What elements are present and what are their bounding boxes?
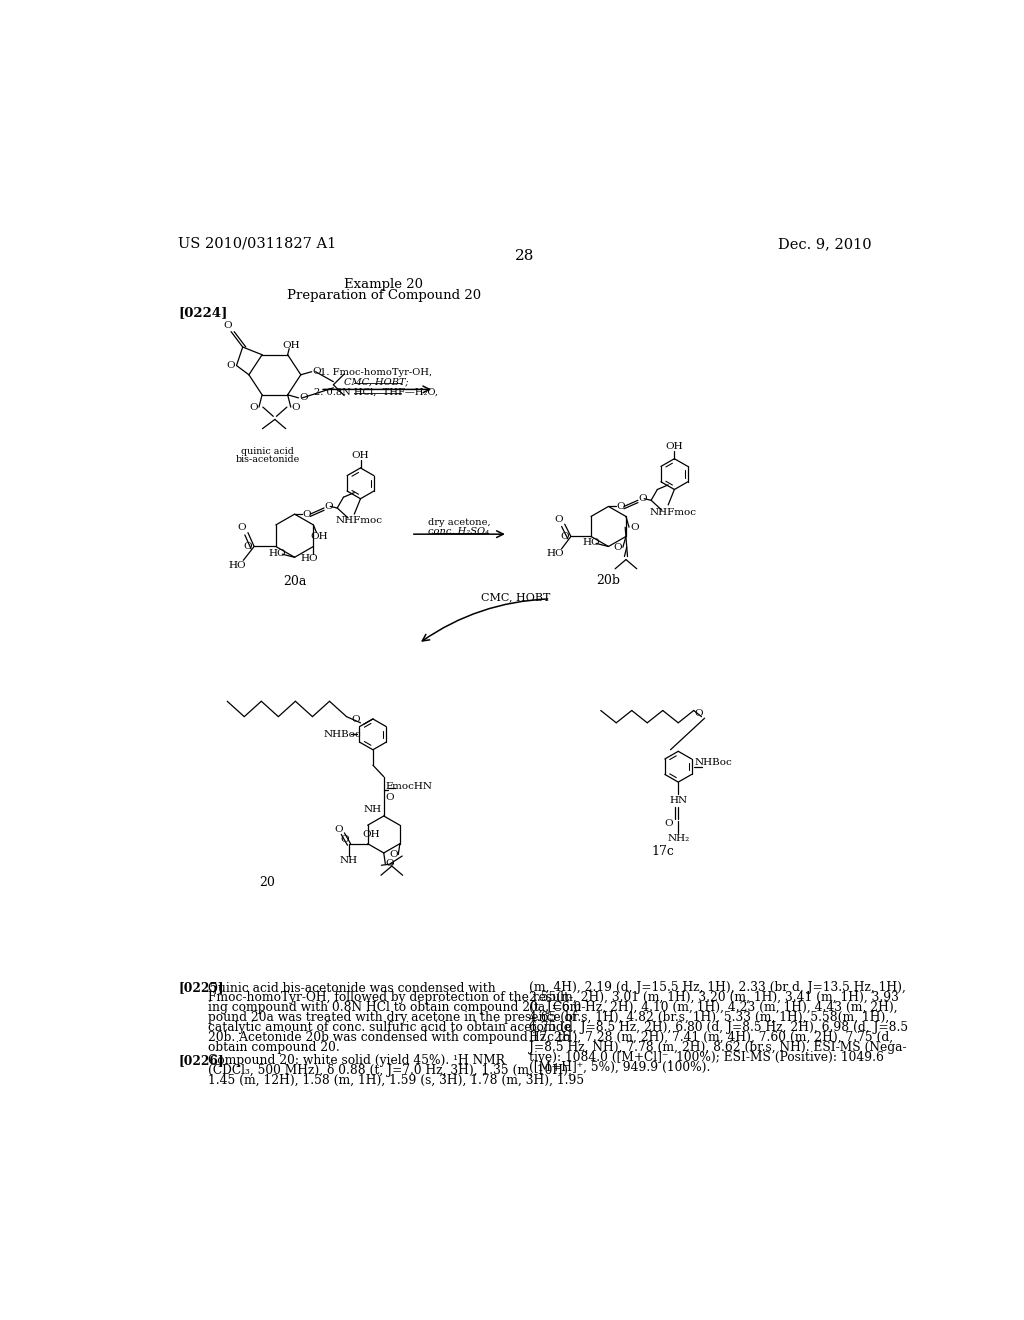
Text: Hz, 2H), 7.28 (m, 2H), 7.41 (m, 4H), 7.60 (m, 2H), 7.75 (d,: Hz, 2H), 7.28 (m, 2H), 7.41 (m, 4H), 7.6…: [528, 1031, 893, 1044]
Text: HO: HO: [268, 549, 287, 558]
Text: O: O: [312, 367, 322, 376]
Text: catalytic amount of conc. sulfuric acid to obtain acetonide: catalytic amount of conc. sulfuric acid …: [208, 1020, 570, 1034]
Text: Quinic acid bis-acetonide was condensed with: Quinic acid bis-acetonide was condensed …: [208, 981, 496, 994]
Text: CMC, HOBT;: CMC, HOBT;: [344, 378, 409, 387]
Text: FmocHN: FmocHN: [385, 783, 432, 791]
Text: HO: HO: [301, 554, 318, 564]
Text: O: O: [238, 523, 246, 532]
Text: O: O: [303, 510, 311, 519]
Text: pound 20a was treated with dry acetone in the presence of: pound 20a was treated with dry acetone i…: [208, 1011, 577, 1024]
Text: O: O: [386, 793, 394, 803]
Text: 20b. Acetonide 20b was condensed with compound 17c to: 20b. Acetonide 20b was condensed with co…: [208, 1031, 570, 1044]
Text: 17c: 17c: [651, 845, 674, 858]
Text: O: O: [351, 715, 360, 725]
Text: ing compound with 0.8N HCl to obtain compound 20a. Com-: ing compound with 0.8N HCl to obtain com…: [208, 1001, 586, 1014]
Text: [0226]: [0226]: [178, 1053, 224, 1067]
Text: OH: OH: [283, 341, 300, 350]
Text: NHFmoc: NHFmoc: [649, 508, 696, 517]
Text: Compound 20: white solid (yield 45%). ¹H NMR: Compound 20: white solid (yield 45%). ¹H…: [208, 1053, 505, 1067]
Text: NHFmoc: NHFmoc: [336, 516, 382, 525]
Text: O: O: [638, 494, 647, 503]
Text: dry acetone,: dry acetone,: [428, 519, 490, 527]
Text: HO: HO: [547, 549, 564, 558]
Text: (CDCl₃, 500 MHz), δ 0.88 (t, J=7.0 Hz, 3H), 1.35 (m, 10H),: (CDCl₃, 500 MHz), δ 0.88 (t, J=7.0 Hz, 3…: [208, 1064, 571, 1077]
Text: O: O: [300, 393, 308, 403]
Text: NHBoc: NHBoc: [694, 759, 732, 767]
Text: (m, 4H), 2.19 (d, J=15.5 Hz, 1H), 2.33 (br d, J=13.5 Hz, 1H),: (m, 4H), 2.19 (d, J=15.5 Hz, 1H), 2.33 (…: [528, 981, 905, 994]
Text: [0225]: [0225]: [178, 981, 224, 994]
Text: 2. 0.8N HCl,  THF—H₂O,: 2. 0.8N HCl, THF—H₂O,: [314, 387, 438, 396]
Text: 1. Fmoc-homoTyr-OH,: 1. Fmoc-homoTyr-OH,: [319, 368, 432, 378]
Text: O: O: [223, 321, 231, 330]
Text: O: O: [292, 403, 300, 412]
Text: 6.75 (d, J=8.5 Hz, 2H), 6.80 (d, J=8.5 Hz, 2H), 6.98 (d, J=8.5: 6.75 (d, J=8.5 Hz, 2H), 6.80 (d, J=8.5 H…: [528, 1020, 908, 1034]
Text: ([M+H]⁺, 5%), 949.9 (100%).: ([M+H]⁺, 5%), 949.9 (100%).: [528, 1061, 710, 1074]
Text: O: O: [560, 532, 569, 541]
Text: quinic acid: quinic acid: [241, 446, 294, 455]
Text: O: O: [389, 850, 398, 859]
Text: 1.45 (m, 12H), 1.58 (m, 1H), 1.59 (s, 3H), 1.78 (m, 3H), 1.95: 1.45 (m, 12H), 1.58 (m, 1H), 1.59 (s, 3H…: [208, 1074, 584, 1086]
Text: OH: OH: [362, 830, 380, 840]
Text: 4.65 (br.s, 1H), 4.82 (br.s, 1H), 5.33 (m, 1H), 5.58(m, 1H),: 4.65 (br.s, 1H), 4.82 (br.s, 1H), 5.33 (…: [528, 1011, 889, 1024]
Text: Example 20: Example 20: [344, 277, 423, 290]
Text: HO: HO: [583, 539, 600, 546]
Text: O: O: [386, 859, 394, 869]
Text: NHBoc: NHBoc: [323, 730, 360, 739]
Text: (t, J=6.0 Hz, 2H), 4.10 (m, 1H), 4.23 (m, 1H), 4.43 (m, 2H),: (t, J=6.0 Hz, 2H), 4.10 (m, 1H), 4.23 (m…: [528, 1001, 897, 1014]
Text: US 2010/0311827 A1: US 2010/0311827 A1: [178, 238, 337, 251]
Text: 20: 20: [259, 875, 275, 888]
Text: J=8.5 Hz, NH), 7.78 (m, 2H), 8.62 (br.s, NH). ESI-MS (Nega-: J=8.5 Hz, NH), 7.78 (m, 2H), 8.62 (br.s,…: [528, 1040, 906, 1053]
Text: NH: NH: [340, 857, 358, 865]
Text: OH: OH: [351, 451, 370, 461]
Text: CMC, HOBT: CMC, HOBT: [481, 593, 550, 602]
Text: O: O: [630, 523, 639, 532]
Text: O: O: [694, 709, 702, 718]
Text: O: O: [325, 502, 333, 511]
Text: NH: NH: [364, 805, 382, 814]
Text: NH₂: NH₂: [667, 834, 689, 842]
Text: Preparation of Compound 20: Preparation of Compound 20: [287, 289, 481, 302]
Text: O: O: [226, 362, 234, 370]
Text: O: O: [340, 834, 349, 843]
Text: [0224]: [0224]: [178, 306, 227, 319]
Text: O: O: [334, 825, 342, 834]
Text: O: O: [244, 543, 252, 550]
Text: O: O: [613, 543, 622, 552]
Text: HO: HO: [228, 561, 246, 570]
Text: O: O: [616, 502, 626, 511]
Text: HN: HN: [670, 796, 687, 805]
Text: Dec. 9, 2010: Dec. 9, 2010: [777, 238, 871, 251]
Text: Fmoc-homoTyr-OH, followed by deprotection of the result-: Fmoc-homoTyr-OH, followed by deprotectio…: [208, 991, 573, 1003]
Text: O: O: [554, 515, 563, 524]
Text: bis-acetonide: bis-acetonide: [236, 455, 300, 463]
Text: 28: 28: [515, 249, 535, 263]
Text: O: O: [665, 820, 673, 828]
Text: tive): 1084.0 ([M+Cl]⁻, 100%); ESI-MS (Positive): 1049.6: tive): 1084.0 ([M+Cl]⁻, 100%); ESI-MS (P…: [528, 1051, 884, 1064]
Text: OH: OH: [311, 532, 329, 541]
Text: obtain compound 20.: obtain compound 20.: [208, 1040, 340, 1053]
Text: 2.55(m, 2H), 3.01 (m, 1H), 3.20 (m, 1H), 3.41 (m, 1H), 3.93: 2.55(m, 2H), 3.01 (m, 1H), 3.20 (m, 1H),…: [528, 991, 898, 1003]
Text: conc. H₂SO₄: conc. H₂SO₄: [428, 528, 489, 536]
Text: 20b: 20b: [597, 574, 621, 587]
Text: 20a: 20a: [283, 576, 306, 589]
Text: OH: OH: [666, 442, 683, 451]
Text: O: O: [249, 403, 258, 412]
